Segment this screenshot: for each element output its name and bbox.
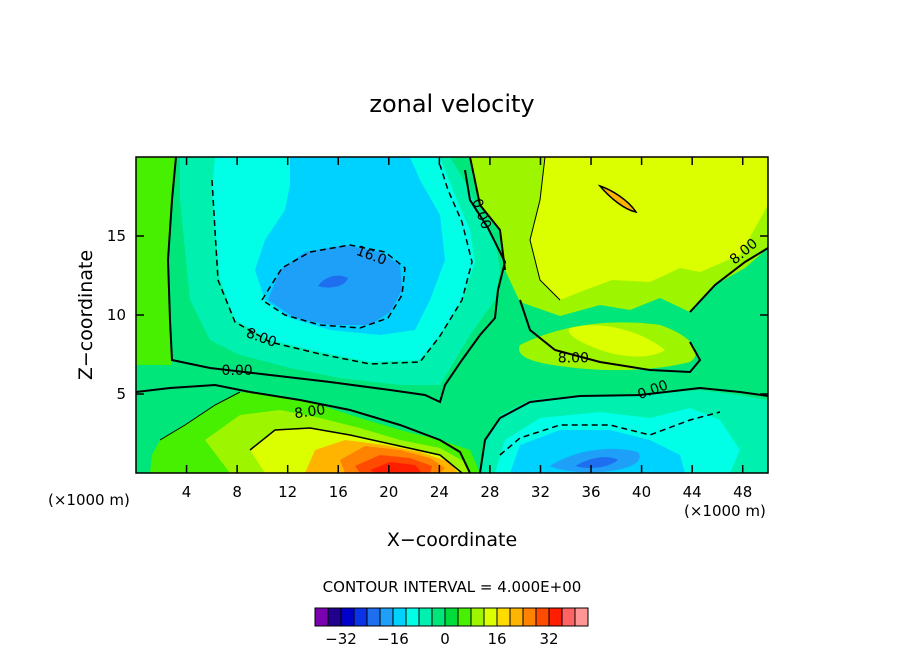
lower-positive-core bbox=[370, 462, 422, 473]
y-tick-label: 5 bbox=[116, 385, 126, 403]
x-tick-label: 28 bbox=[480, 483, 499, 501]
x-tick-label: 40 bbox=[632, 483, 651, 501]
colorbar-swatch bbox=[548, 607, 563, 627]
colorbar-swatch bbox=[483, 607, 498, 627]
upper-right-orange-streak bbox=[597, 184, 638, 214]
x-tick-label: 12 bbox=[278, 483, 297, 501]
colorbar-swatch bbox=[496, 607, 511, 627]
x-tick-label: 44 bbox=[683, 483, 702, 501]
colorbar-swatch bbox=[314, 607, 329, 627]
x-tick-label: 20 bbox=[379, 483, 398, 501]
y-tick-label: 10 bbox=[107, 306, 126, 324]
chart-title: zonal velocity bbox=[369, 90, 534, 118]
contour-label: 8.00 bbox=[558, 350, 589, 366]
colorbar-swatch bbox=[418, 607, 433, 627]
central-negative-core bbox=[318, 275, 348, 288]
mid-right-lobe-yellow bbox=[568, 325, 665, 357]
colorbar-swatch bbox=[405, 607, 420, 627]
colorbar-swatch bbox=[444, 607, 459, 627]
lower-right-negative-core bbox=[575, 457, 618, 468]
x-tick-label: 36 bbox=[581, 483, 600, 501]
upper-right-yellow bbox=[530, 157, 768, 300]
contour-label: 8.00 bbox=[293, 402, 326, 422]
contour-lines bbox=[136, 157, 768, 473]
left-positive-strip bbox=[136, 157, 176, 365]
colorbar-tick-label: −16 bbox=[377, 630, 409, 648]
x-tick-label: 8 bbox=[232, 483, 242, 501]
colorbar-swatch bbox=[470, 607, 485, 627]
x-unit-left: (×1000 m) bbox=[48, 491, 130, 509]
colorbar-tick-label: 16 bbox=[487, 630, 506, 648]
colorbar-swatch bbox=[353, 607, 368, 627]
colorbar-swatch bbox=[431, 607, 446, 627]
colorbar-swatch bbox=[327, 607, 342, 627]
colorbar: −32 −16 0 16 32 bbox=[314, 607, 589, 648]
y-axis: 5 10 15 bbox=[107, 227, 768, 403]
x-axis: 4 8 12 16 20 24 28 32 36 40 44 48 bbox=[182, 157, 752, 501]
colorbar-swatch bbox=[561, 607, 576, 627]
contour-interval-label: CONTOUR INTERVAL = 4.000E+00 bbox=[323, 578, 582, 596]
colorbar-tick-label: −32 bbox=[325, 630, 357, 648]
x-tick-label: 48 bbox=[733, 483, 752, 501]
x-tick-label: 32 bbox=[531, 483, 550, 501]
colorbar-swatch bbox=[392, 607, 407, 627]
velocity-field bbox=[136, 157, 768, 473]
x-tick-label: 16 bbox=[329, 483, 348, 501]
x-tick-label: 4 bbox=[182, 483, 192, 501]
colorbar-swatch bbox=[522, 607, 537, 627]
colorbar-swatch bbox=[509, 607, 524, 627]
colorbar-swatch bbox=[340, 607, 355, 627]
colorbar-swatch bbox=[535, 607, 550, 627]
y-tick-label: 15 bbox=[107, 227, 126, 245]
colorbar-swatch bbox=[379, 607, 394, 627]
colorbar-swatch bbox=[457, 607, 472, 627]
colorbar-swatch bbox=[366, 607, 381, 627]
x-axis-label: X−coordinate bbox=[387, 529, 517, 551]
x-tick-label: 24 bbox=[430, 483, 449, 501]
x-unit-right: (×1000 m) bbox=[684, 502, 766, 520]
colorbar-tick-label: 32 bbox=[539, 630, 558, 648]
y-axis-label: Z−coordinate bbox=[75, 250, 97, 380]
colorbar-swatch bbox=[574, 607, 589, 627]
colorbar-tick-label: 0 bbox=[440, 630, 450, 648]
contour-label: 0.00 bbox=[222, 363, 253, 379]
